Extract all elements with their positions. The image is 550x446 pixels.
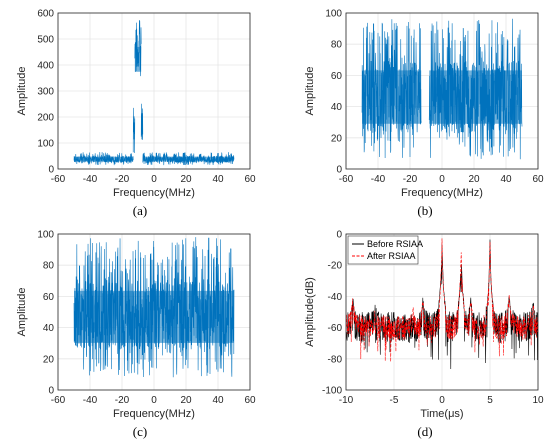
- spectrum-core-b: [362, 70, 422, 124]
- x-axis-label-b: Frequency(MHz): [401, 187, 483, 199]
- x-tick-label-b: -60: [339, 174, 354, 185]
- y-tick-label-d: -40: [328, 292, 343, 303]
- y-tick-label-d: -100: [322, 386, 342, 397]
- x-tick-label-a: 0: [151, 174, 157, 185]
- legend-box: [347, 235, 419, 265]
- panel-label-b: (b): [417, 203, 432, 218]
- y-tick-label-c: 80: [43, 261, 55, 272]
- x-tick-label-d: 10: [532, 395, 544, 406]
- y-axis-label-b: Amplitude: [304, 67, 316, 116]
- x-tick-label-a: 20: [180, 174, 192, 185]
- spectrum-series-c: [73, 237, 235, 378]
- y-tick-label-a: 100: [37, 139, 54, 150]
- spectrum-core-b: [429, 70, 522, 124]
- y-tick-label-b: 40: [331, 102, 343, 113]
- x-tick-label-c: 0: [151, 395, 157, 406]
- legend-label-before: Before RSIAA: [367, 239, 423, 249]
- axes-frame-c: [57, 233, 251, 391]
- spectrum-band-c: [73, 237, 235, 378]
- panel-label-a: (a): [133, 203, 147, 218]
- spectrum-core-a: [74, 156, 134, 162]
- y-tick-label-a: 500: [37, 35, 54, 46]
- y-tick-label-c: 60: [43, 292, 55, 303]
- x-tick-label-b: 0: [439, 174, 445, 185]
- x-axis-label-a: Frequency(MHz): [113, 187, 195, 199]
- y-tick-label-d: -80: [328, 354, 343, 365]
- x-tick-label-c: -60: [51, 395, 66, 406]
- x-tick-label-a: -60: [51, 174, 66, 185]
- x-tick-label-b: -20: [403, 174, 418, 185]
- spectrum-core-a: [133, 116, 135, 140]
- spectrum-series-b: [361, 18, 523, 160]
- panel-label-c: (c): [133, 424, 147, 439]
- x-tick-label-d: -10: [339, 395, 354, 406]
- x-tick-label-b: 60: [532, 174, 544, 185]
- x-tick-label-c: 40: [212, 395, 224, 406]
- y-tick-label-a: 300: [37, 87, 54, 98]
- y-tick-label-a: 600: [37, 9, 54, 20]
- y-tick-label-a: 200: [37, 113, 54, 124]
- y-tick-label-c: 20: [43, 354, 55, 365]
- y-axis-label-c: Amplitude: [16, 288, 28, 337]
- x-axis-label-d: Time(μs): [420, 408, 463, 420]
- spectrum-series-a: [73, 20, 235, 166]
- axes-frame-b: [345, 12, 539, 170]
- spectrum-core-a: [142, 156, 234, 162]
- x-tick-label-c: -40: [83, 395, 98, 406]
- y-tick-label-a: 0: [48, 165, 54, 176]
- panel-label-d: (d): [417, 424, 432, 439]
- x-tick-label-a: 40: [212, 174, 224, 185]
- x-tick-label-d: 5: [487, 395, 493, 406]
- y-axis-label-d: Amplitude(dB): [304, 277, 316, 347]
- y-tick-label-d: -20: [328, 261, 343, 272]
- y-tick-label-b: 80: [331, 40, 343, 51]
- x-axis-label-c: Frequency(MHz): [113, 408, 195, 420]
- x-tick-label-b: -40: [371, 174, 386, 185]
- x-tick-label-c: -20: [115, 395, 130, 406]
- x-tick-label-a: -20: [115, 174, 130, 185]
- y-tick-label-d: 0: [336, 230, 342, 241]
- y-tick-label-b: 20: [331, 133, 343, 144]
- x-tick-label-b: 20: [468, 174, 480, 185]
- axes-frame-d: [345, 233, 539, 391]
- spectrum-core-c: [74, 290, 234, 343]
- x-tick-label-a: 60: [244, 174, 256, 185]
- x-tick-label-c: 60: [244, 395, 256, 406]
- x-tick-label-c: 20: [180, 395, 192, 406]
- x-tick-label-d: -5: [390, 395, 399, 406]
- axes-frame-a: [57, 12, 251, 170]
- spectrum-core-a: [141, 116, 143, 140]
- y-tick-label-c: 0: [48, 386, 54, 397]
- y-tick-label-c: 100: [37, 230, 54, 241]
- y-tick-label-a: 400: [37, 61, 54, 72]
- y-tick-label-b: 0: [336, 165, 342, 176]
- legend-label-after: After RSIAA: [367, 251, 416, 261]
- y-tick-label-d: -60: [328, 323, 343, 334]
- spectrum-core-a: [134, 46, 142, 72]
- after-line: [346, 238, 538, 362]
- x-tick-label-d: 0: [439, 395, 445, 406]
- y-tick-label-b: 60: [331, 71, 343, 82]
- x-tick-label-a: -40: [83, 174, 98, 185]
- x-tick-label-b: 40: [500, 174, 512, 185]
- y-tick-label-c: 40: [43, 323, 55, 334]
- time-series-after: [346, 238, 538, 362]
- y-tick-label-b: 100: [325, 9, 342, 20]
- y-axis-label-a: Amplitude: [16, 67, 28, 116]
